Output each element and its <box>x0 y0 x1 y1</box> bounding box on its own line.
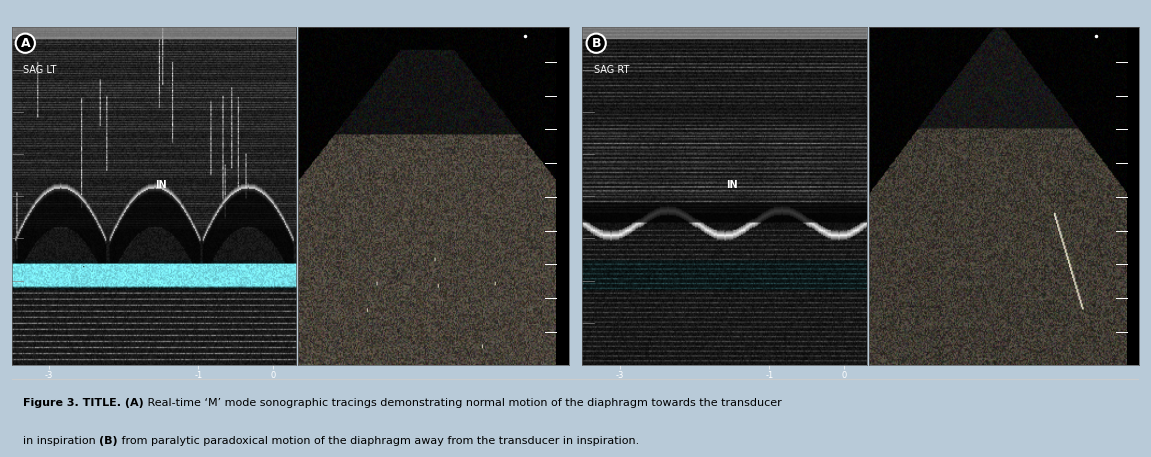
Text: SAG LT: SAG LT <box>23 65 56 75</box>
Text: IN: IN <box>155 180 167 190</box>
Text: Real-time ‘M’ mode sonographic tracings demonstrating normal motion of the diaph: Real-time ‘M’ mode sonographic tracings … <box>144 399 782 409</box>
Text: SAG RT: SAG RT <box>594 65 630 75</box>
Text: from paralytic paradoxical motion of the diaphragm away from the transducer in i: from paralytic paradoxical motion of the… <box>117 436 639 446</box>
Bar <box>12 27 296 38</box>
Text: in inspiration: in inspiration <box>23 436 99 446</box>
Text: (B): (B) <box>99 436 117 446</box>
Text: (A): (A) <box>121 399 144 409</box>
Text: B: B <box>592 37 601 50</box>
Text: Figure 3. TITLE.: Figure 3. TITLE. <box>23 399 121 409</box>
Text: IN: IN <box>726 180 738 190</box>
Bar <box>582 27 867 38</box>
Text: A: A <box>21 37 30 50</box>
